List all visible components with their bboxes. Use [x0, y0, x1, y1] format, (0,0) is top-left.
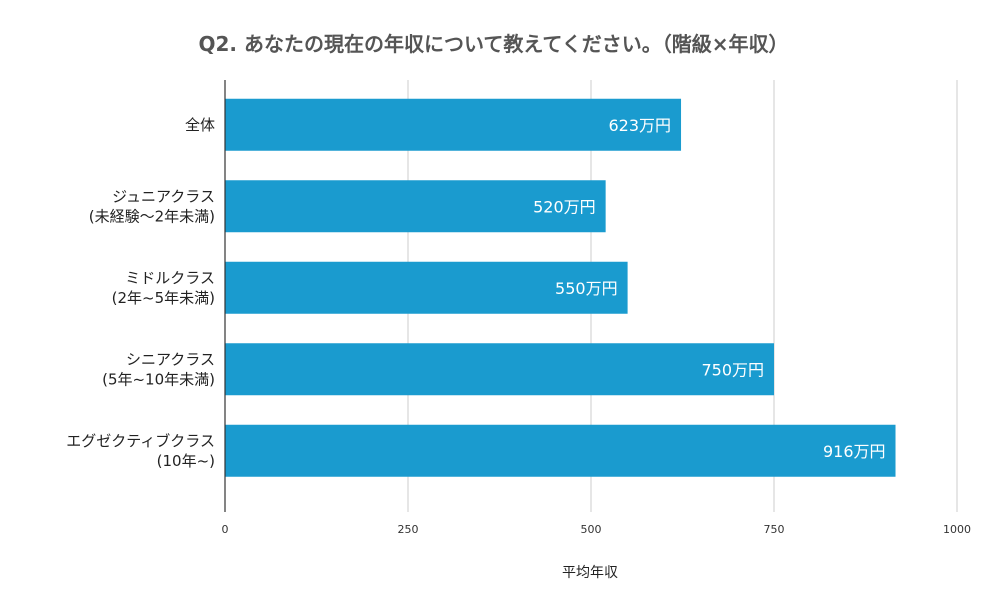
bar [225, 343, 774, 396]
category-label: 全体 [185, 116, 215, 134]
x-tick-label: 500 [581, 523, 602, 536]
category-label: シニアクラス [126, 350, 215, 368]
x-tick-label: 0 [222, 523, 229, 536]
data-label: 750万円 [701, 360, 764, 379]
x-tick-label: 250 [398, 523, 419, 536]
category-label: ジュニアクラス [112, 187, 215, 205]
category-label: ミドルクラス [125, 269, 215, 287]
bar [225, 98, 682, 151]
x-tick-label: 750 [764, 523, 785, 536]
data-label: 520万円 [533, 197, 596, 216]
category-label: (未経験～2年未満) [89, 207, 215, 225]
bar [225, 180, 606, 233]
data-label: 916万円 [823, 442, 886, 461]
data-label: 550万円 [555, 279, 618, 298]
category-label: (2年~5年未満) [112, 289, 215, 307]
chart-title: Q2. あなたの現在の年収について教えてください。（階級×年収） [198, 32, 789, 56]
labels: 0 250 500 750 1000 623万円 全体 520万円 ジュニアクラス (未経験～2年… [66, 116, 971, 536]
data-label: 623万円 [608, 116, 671, 135]
bar [225, 261, 628, 314]
category-label: (5年~10年未満) [102, 370, 215, 388]
category-label: (10年~) [157, 452, 215, 470]
category-label: エグゼクティブクラス [66, 432, 215, 450]
bar [225, 424, 896, 477]
x-axis-title: 平均年収 [562, 565, 618, 581]
x-tick-label: 1000 [943, 523, 971, 536]
bars [225, 98, 896, 477]
